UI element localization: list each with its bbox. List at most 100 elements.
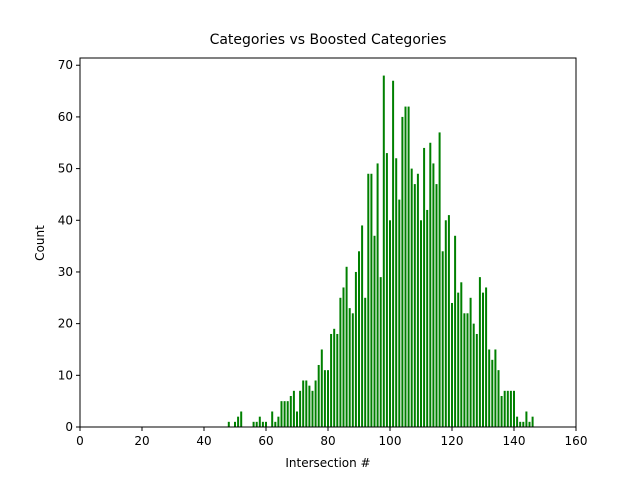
bar (432, 163, 435, 427)
bar (311, 390, 314, 427)
bar (292, 390, 295, 427)
bar (519, 421, 522, 427)
bar (444, 220, 447, 427)
bar (261, 421, 264, 427)
bar (478, 277, 481, 427)
bar (413, 184, 416, 427)
x-axis-label: Intersection # (285, 456, 370, 470)
bar (454, 235, 457, 427)
bar (305, 380, 308, 427)
bar (407, 106, 410, 427)
bar (528, 421, 531, 427)
bar (447, 215, 450, 427)
bar (370, 173, 373, 427)
bar (438, 132, 441, 427)
bar (485, 287, 488, 427)
bar (330, 333, 333, 427)
bar (460, 282, 463, 427)
y-tick-label: 70 (58, 58, 73, 72)
bar (373, 235, 376, 427)
bar (482, 292, 484, 427)
x-tick-label: 120 (441, 434, 464, 448)
bar (503, 390, 506, 427)
bar (429, 142, 432, 428)
bar (451, 302, 453, 427)
bar (317, 364, 320, 427)
bar (277, 416, 280, 427)
y-tick-label: 0 (65, 420, 73, 434)
y-tick-label: 30 (58, 265, 73, 279)
bar (475, 333, 478, 427)
bar (491, 359, 494, 427)
bar (252, 421, 255, 427)
bar (410, 168, 413, 428)
bar (426, 209, 429, 427)
bar (354, 271, 357, 427)
y-tick-label: 20 (58, 317, 73, 331)
bar (382, 75, 385, 428)
bar (367, 173, 370, 427)
y-tick-label: 50 (58, 162, 73, 176)
bar (494, 349, 497, 427)
bar (395, 158, 398, 427)
bar (265, 421, 267, 427)
chart-title: Categories vs Boosted Categories (210, 32, 447, 48)
bar (522, 421, 525, 427)
bar (376, 163, 379, 427)
bar (531, 416, 534, 427)
bar (466, 313, 469, 427)
bar (339, 297, 342, 427)
bar (497, 370, 500, 427)
bar (385, 153, 388, 427)
x-tick-label: 140 (503, 434, 526, 448)
bar (441, 251, 444, 427)
bar (280, 401, 283, 427)
bar (509, 390, 512, 427)
bar (500, 395, 503, 427)
y-tick-label: 10 (58, 368, 73, 382)
bar (345, 266, 348, 427)
bar (308, 385, 311, 427)
bar (271, 411, 274, 427)
bar (234, 421, 236, 427)
bar (420, 220, 422, 427)
bar (364, 297, 367, 427)
plot-frame (79, 57, 577, 428)
x-tick-label: 40 (196, 434, 211, 448)
bar (379, 277, 382, 427)
bar (302, 380, 305, 427)
bar (227, 421, 230, 427)
y-tick-label: 60 (58, 110, 73, 124)
bar (333, 328, 336, 427)
y-axis-label: Count (33, 225, 47, 261)
bar (342, 287, 345, 427)
bar (258, 416, 261, 427)
bar (525, 411, 528, 427)
bar (404, 106, 407, 427)
x-tick-label: 60 (258, 434, 273, 448)
bar (361, 225, 364, 427)
bar (314, 380, 317, 427)
bar (323, 370, 326, 427)
bar (320, 349, 323, 427)
bar (348, 308, 351, 427)
bar (506, 390, 509, 427)
bar (255, 421, 258, 427)
bar (401, 116, 404, 428)
x-tick-label: 80 (320, 434, 335, 448)
bar (286, 401, 289, 427)
bar (472, 323, 475, 427)
bar (351, 313, 354, 427)
bar (435, 184, 438, 427)
bar (240, 411, 243, 427)
y-tick-label: 40 (58, 213, 73, 227)
bar (237, 416, 240, 427)
bar (274, 421, 277, 427)
bar (336, 333, 339, 427)
bar (516, 416, 519, 427)
bar (283, 401, 286, 427)
bar (289, 395, 292, 427)
bar (463, 313, 466, 427)
bar (457, 292, 460, 427)
